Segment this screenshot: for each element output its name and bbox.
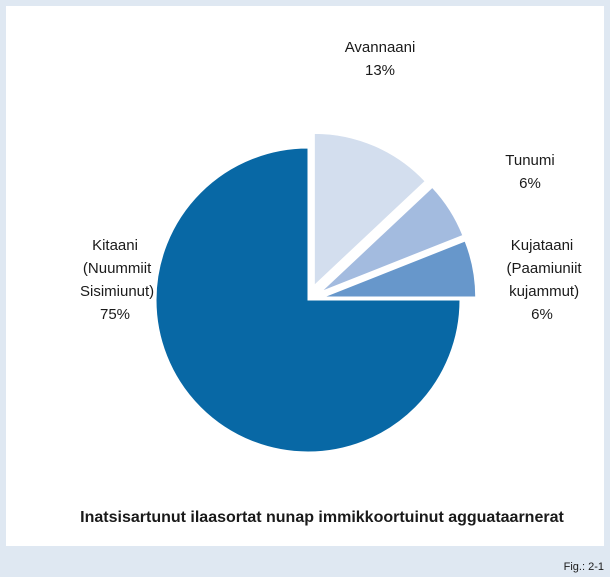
value-label: 6% (531, 306, 553, 323)
value-label: 6% (519, 175, 541, 192)
pie-slice (313, 132, 426, 287)
chart-title: Inatsisartunut ilaasortat nunap immikkoo… (80, 509, 564, 526)
pie-slice (155, 147, 461, 453)
slice-label: Kitaani (Nuummiit Sisimiunut) (76, 237, 154, 300)
value-label: 13% (365, 62, 395, 79)
slice-label: Avannaani (345, 39, 416, 56)
pie-slice (321, 186, 464, 292)
slice-label: Tunumi (505, 152, 554, 169)
value-label: 75% (100, 306, 130, 323)
slice-label: Kujataani (Paamiuniit kujammut) (502, 237, 582, 300)
footnote: Fig.: 2-1 (564, 561, 604, 573)
pie-slice (323, 240, 477, 298)
